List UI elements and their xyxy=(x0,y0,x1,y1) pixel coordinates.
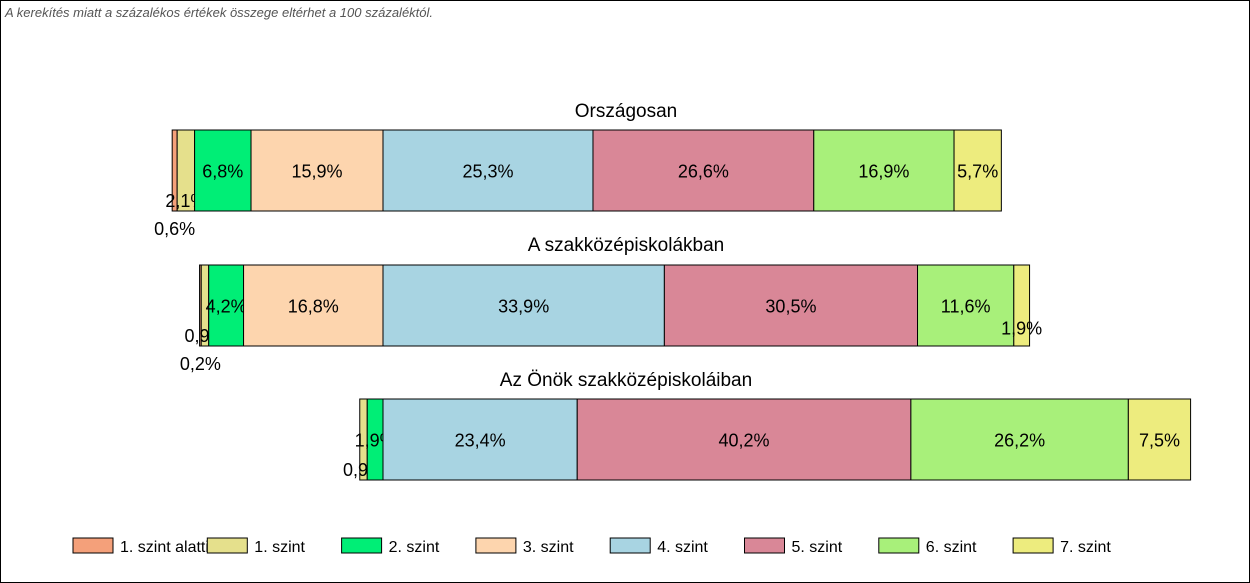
legend-label: 5. szint xyxy=(792,539,843,556)
legend-swatch xyxy=(206,537,248,554)
data-label: 15,9% xyxy=(291,162,342,182)
legend-swatch xyxy=(341,537,383,554)
data-label: 30,5% xyxy=(765,297,816,317)
data-label: 6,8% xyxy=(202,162,243,182)
bar-segment xyxy=(663,264,919,347)
legend-swatch xyxy=(878,537,920,554)
bar-segment xyxy=(910,398,1129,481)
row-title: Az Önök szakközépiskoláiban xyxy=(500,370,752,391)
rounding-note: A kerekítés miatt a százalékos értékek ö… xyxy=(5,5,434,20)
legend-label: 1. szint alatti xyxy=(120,539,209,556)
bar-segment xyxy=(576,398,912,481)
legend-swatch xyxy=(72,537,114,554)
bar-segment xyxy=(208,264,245,347)
bar-segment xyxy=(1013,264,1031,347)
bar-segment xyxy=(194,129,252,212)
bar-segment xyxy=(382,264,665,347)
bar-segment xyxy=(1127,398,1192,481)
legend-label: 2. szint xyxy=(389,539,440,556)
data-label: 4,2% xyxy=(206,297,247,317)
legend-label: 3. szint xyxy=(523,539,574,556)
data-label: 11,6% xyxy=(941,297,991,317)
legend-swatch xyxy=(1012,537,1054,554)
data-label: 5,7% xyxy=(957,162,998,182)
data-label: 26,6% xyxy=(678,162,729,182)
data-label: 26,2% xyxy=(994,431,1045,451)
legend-label: 4. szint xyxy=(657,539,708,556)
data-label: 7,5% xyxy=(1139,431,1180,451)
data-label: 23,4% xyxy=(455,431,506,451)
data-label: 0,2% xyxy=(180,354,221,374)
legend-label: 6. szint xyxy=(926,539,977,556)
legend-swatch xyxy=(609,537,651,554)
legend-label: 7. szint xyxy=(1060,539,1111,556)
data-label: 0,6% xyxy=(154,219,195,239)
data-label: 16,8% xyxy=(288,297,339,317)
bar-segment xyxy=(917,264,1015,347)
data-label: 40,2% xyxy=(719,431,770,451)
bar-segment xyxy=(382,129,594,212)
bar-segment xyxy=(953,129,1002,212)
data-label: 16,9% xyxy=(858,162,909,182)
data-label: 1,9% xyxy=(1001,319,1042,339)
row-title: A szakközépiskolákban xyxy=(528,235,724,256)
data-label: 25,3% xyxy=(462,162,513,182)
row-title: Országosan xyxy=(575,101,677,122)
bar-segment xyxy=(250,129,384,212)
bar-segment xyxy=(382,398,578,481)
legend-label: 1. szint xyxy=(254,539,305,556)
legend-swatch xyxy=(475,537,517,554)
data-label: 33,9% xyxy=(498,297,549,317)
legend-swatch xyxy=(744,537,785,554)
